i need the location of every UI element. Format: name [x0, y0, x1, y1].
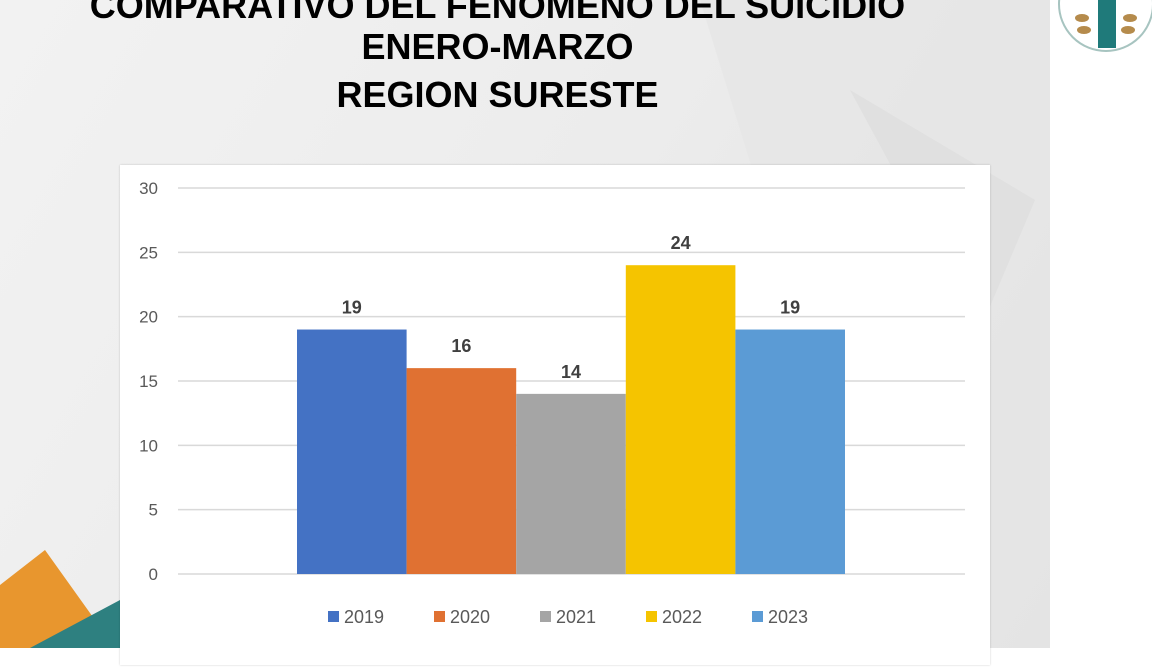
y-tick-label: 15 [139, 372, 158, 391]
data-label: 14 [561, 362, 581, 382]
bar-2021 [516, 393, 626, 574]
bar-2020 [406, 368, 517, 574]
legend-swatch-2022 [646, 611, 657, 622]
bar-2022 [625, 265, 736, 574]
legend-label: 2022 [662, 607, 702, 627]
title-line-2: ENERO-MARZO [361, 26, 634, 67]
title-line-1: COMPARATIVO DEL FENOMENO DEL SUICIDIO [89, 0, 906, 26]
legend-label: 2020 [450, 607, 490, 627]
bar-chart: 0 5 10 15 20 25 30 19 16 14 24 19 2019 2020 2021 2022 20… [139, 179, 965, 627]
y-tick-label: 25 [139, 243, 158, 262]
data-label: 19 [342, 298, 362, 318]
legend-swatch-2023 [752, 611, 763, 622]
legend-swatch-2021 [540, 611, 551, 622]
legend-label: 2019 [344, 607, 384, 627]
data-label: 19 [780, 298, 800, 318]
y-tick-label: 10 [139, 436, 158, 455]
legend-label: 2023 [768, 607, 808, 627]
y-tick-label: 0 [149, 565, 158, 584]
y-tick-label: 5 [149, 501, 158, 520]
logo [1058, 0, 1152, 52]
chart-container: 0 5 10 15 20 25 30 19 16 14 24 19 2019 2020 2021 2022 20… [120, 165, 990, 665]
legend-label: 2021 [556, 607, 596, 627]
y-tick-label: 20 [139, 308, 158, 327]
legend-swatch-2019 [328, 611, 339, 622]
data-label: 24 [671, 233, 691, 253]
y-tick-label: 30 [139, 179, 158, 198]
legend-swatch-2020 [434, 611, 445, 622]
bar-2023 [735, 329, 845, 574]
data-label: 16 [451, 336, 471, 356]
bar-2019 [297, 329, 407, 574]
title-line-3: REGION SURESTE [336, 74, 659, 115]
